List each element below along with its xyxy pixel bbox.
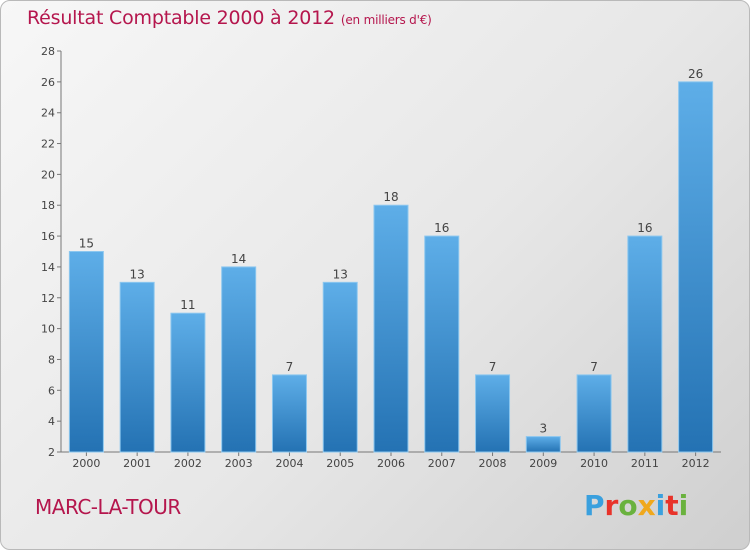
- logo-letter: i: [678, 489, 689, 522]
- x-tick-label: 2006: [377, 457, 405, 470]
- data-label: 7: [286, 360, 294, 374]
- logo-letter: t: [665, 489, 679, 522]
- proxiti-logo: Proxiti: [584, 489, 688, 522]
- logo-letter: x: [637, 489, 656, 522]
- y-tick-label: 6: [48, 384, 55, 397]
- data-label: 3: [539, 422, 547, 436]
- data-label: 13: [130, 267, 145, 281]
- bar-2005: [322, 281, 358, 453]
- x-tick-label: 2003: [225, 457, 253, 470]
- bar-2011: [627, 235, 663, 453]
- bar-2001: [119, 281, 155, 453]
- y-tick-label: 28: [41, 45, 55, 58]
- y-tick-label: 4: [48, 415, 55, 428]
- y-tick-label: 14: [41, 261, 55, 274]
- x-tick-label: 2001: [123, 457, 151, 470]
- bar-2007: [424, 235, 460, 453]
- bar-2010: [576, 374, 612, 453]
- y-tick-label: 24: [41, 107, 55, 120]
- chart-data-labels: 15 13 11 14 7 13 18 16 7 3 7 16 26: [79, 67, 704, 436]
- x-tick-label: 2008: [479, 457, 507, 470]
- x-tick-label: 2009: [529, 457, 557, 470]
- x-tick-label: 2007: [428, 457, 456, 470]
- y-tick-label: 2: [48, 446, 55, 459]
- x-tick-label: 2010: [580, 457, 608, 470]
- x-tick-label: 2004: [275, 457, 303, 470]
- chart-bars: [68, 81, 714, 453]
- y-tick-label: 12: [41, 292, 55, 305]
- bar-2008: [475, 374, 511, 453]
- bar-2004: [271, 374, 307, 453]
- chart-title: Résultat Comptable 2000 à 2012 (en millie…: [27, 7, 432, 29]
- y-tick-label: 20: [41, 168, 55, 181]
- y-tick-label: 26: [41, 76, 55, 89]
- bar-2006: [373, 204, 409, 453]
- data-label: 13: [333, 267, 348, 281]
- logo-letter: o: [618, 489, 638, 522]
- bar-2012: [678, 81, 714, 453]
- logo-letter: r: [604, 489, 619, 522]
- data-label: 11: [180, 298, 195, 312]
- chart-title-main: Résultat Comptable 2000 à 2012: [27, 7, 335, 29]
- bar-2000: [68, 251, 104, 453]
- x-tick-label: 2002: [174, 457, 202, 470]
- bar-2003: [221, 266, 257, 453]
- bar-2002: [170, 312, 206, 453]
- data-label: 15: [79, 237, 94, 251]
- y-tick-label: 8: [48, 353, 55, 366]
- data-label: 16: [637, 221, 652, 235]
- data-label: 7: [590, 360, 598, 374]
- chart-title-unit: (en milliers d'€): [340, 13, 432, 27]
- data-label: 18: [383, 190, 398, 204]
- x-tick-label: 2000: [72, 457, 100, 470]
- data-label: 14: [231, 252, 246, 266]
- data-label: 26: [688, 67, 703, 81]
- y-tick-label: 10: [41, 323, 55, 336]
- y-tick-label: 22: [41, 138, 55, 151]
- town-name: MARC-LA-TOUR: [35, 495, 181, 519]
- bar-2009: [525, 436, 561, 453]
- logo-letter: i: [655, 489, 666, 522]
- y-tick-label: 18: [41, 199, 55, 212]
- logo-letter: P: [584, 489, 605, 522]
- x-tick-label: 2012: [682, 457, 710, 470]
- x-tick-label: 2011: [631, 457, 659, 470]
- x-tick-label: 2005: [326, 457, 354, 470]
- y-tick-label: 16: [41, 230, 55, 243]
- data-label: 7: [489, 360, 497, 374]
- data-label: 16: [434, 221, 449, 235]
